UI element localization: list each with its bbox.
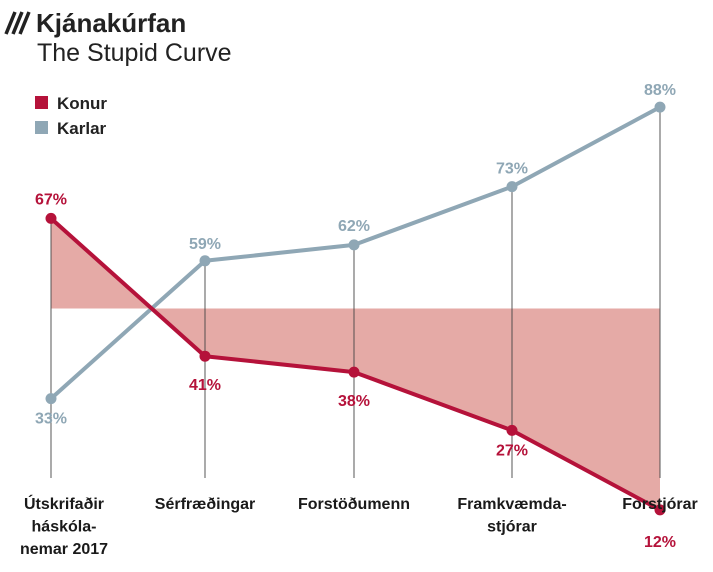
chart-subtitle: The Stupid Curve	[37, 39, 232, 67]
gap-fill-area	[51, 218, 660, 510]
category-label-2-0: Forstöðumenn	[298, 496, 410, 513]
point-konur-4	[654, 504, 666, 516]
category-label-0-1: háskóla-	[32, 519, 97, 536]
value-label-konur-3: 27%	[496, 442, 528, 459]
point-konur-2	[348, 366, 360, 378]
gap-fill-1	[151, 308, 660, 510]
value-label-konur-1: 41%	[189, 377, 221, 394]
point-karlar-2	[348, 239, 360, 251]
title-block: Kjánakúrfan The Stupid Curve	[4, 8, 232, 67]
value-label-konur-0: 67%	[35, 191, 67, 208]
point-karlar-0	[45, 393, 57, 405]
point-karlar-1	[199, 255, 211, 267]
category-label-4-0: Forstjórar	[622, 496, 698, 513]
category-label-0-0: Útskrifaðir	[24, 494, 104, 513]
value-label-konur-4: 12%	[644, 534, 676, 551]
category-label-0-2: nemar 2017	[20, 541, 108, 558]
hatch-icon	[4, 11, 31, 35]
category-label-3-1: stjórar	[487, 519, 537, 536]
point-karlar-4	[654, 101, 666, 113]
legend-label-konur: Konur	[57, 94, 107, 113]
point-konur-1	[199, 350, 211, 362]
chart-title: Kjánakúrfan	[36, 8, 186, 38]
value-label-karlar-4: 88%	[644, 82, 676, 99]
data-points	[45, 101, 666, 516]
legend-swatch-karlar	[35, 121, 48, 134]
value-label-karlar-0: 33%	[35, 411, 67, 428]
value-label-karlar-3: 73%	[496, 161, 528, 178]
point-konur-0	[45, 212, 57, 224]
value-label-konur-2: 38%	[338, 393, 370, 410]
legend: Konur Karlar	[35, 94, 107, 138]
legend-swatch-konur	[35, 96, 48, 109]
point-karlar-3	[506, 181, 518, 193]
category-label-3-0: Framkvæmda-	[457, 496, 566, 513]
value-labels: 67% 41% 38% 27% 12% 33% 59% 62% 73% 88%	[35, 82, 676, 551]
point-konur-3	[506, 424, 518, 436]
legend-label-karlar: Karlar	[57, 119, 107, 138]
value-label-karlar-2: 62%	[338, 218, 370, 235]
value-label-karlar-1: 59%	[189, 236, 221, 253]
category-label-1-0: Sérfræðingar	[155, 496, 255, 513]
category-labels: Útskrifaðir háskóla-nemar 2017 Sérfræðinga…	[20, 494, 698, 558]
